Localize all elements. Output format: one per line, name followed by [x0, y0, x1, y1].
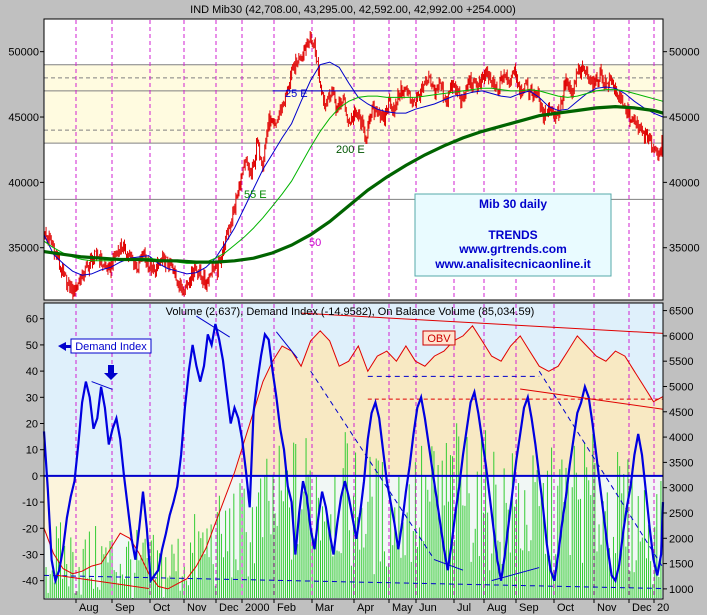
label-fifty: 50: [309, 237, 321, 249]
label-ema-200: 200 E: [336, 144, 365, 156]
demand-index-line: [42, 323, 665, 585]
obv-tick-label: 2500: [669, 508, 693, 520]
price-tick-label-right: 50000: [669, 47, 700, 59]
demand-trendline-3: [310, 370, 435, 560]
demand-trendline-4: [434, 559, 464, 571]
month-tick-label: 20: [657, 602, 669, 614]
ema-line-1: [43, 87, 664, 264]
ema-line-2: [43, 104, 664, 264]
price-panel-layer: 35000 35000 40000 40000 45000 45000 50000 50000: [8, 18, 700, 301]
obv-tick-label: 4000: [669, 432, 693, 444]
ema-line-0: [43, 61, 664, 276]
obv-legend: OBV: [422, 330, 456, 346]
demand-tick-label: 0: [32, 471, 38, 483]
indicator-panel-border: [43, 302, 664, 600]
demand-tick-label: 30: [26, 392, 38, 404]
month-tick-label: May: [392, 602, 413, 614]
demand-tick-label: 10: [26, 445, 38, 457]
indicator-chart-title: Volume (2,637), Demand Index (-14.9582),…: [166, 306, 535, 318]
annotation-box-frame: [414, 193, 612, 277]
demand-tick-label: 50: [26, 340, 38, 352]
demand-trendline-2: [275, 331, 298, 359]
price-tick-label-right: 45000: [669, 112, 700, 124]
month-tick-label: Dec: [632, 602, 652, 614]
month-tick-label: Oct: [557, 602, 574, 614]
arrow-down-icon: [104, 365, 118, 380]
demand-index-legend-frame: [70, 338, 152, 354]
month-tick-label: Sep: [115, 602, 135, 614]
demand-tick-label: -10: [22, 497, 38, 509]
demand-tick-label: -30: [22, 549, 38, 561]
obv-tick-label: 1500: [669, 559, 693, 571]
month-tick-label: Feb: [277, 602, 296, 614]
annotation-line-analisi: www.analisitecnicaonline.it: [434, 257, 591, 271]
month-tick-label: Aug: [487, 602, 507, 614]
demand-tick-label: 60: [26, 314, 38, 326]
obv-trendline-1: [520, 388, 664, 410]
price-tick-label-left: 50000: [8, 47, 39, 59]
obv-tick-label: 5500: [669, 356, 693, 368]
arrow-left-icon: [58, 342, 72, 351]
month-tick-label: Jun: [419, 602, 437, 614]
demand-index-legend-text: Demand Index: [75, 341, 147, 353]
demand-index-legend: Demand Index: [58, 338, 152, 354]
demand-tick-label: 20: [26, 418, 38, 430]
demand-trendline-1: [196, 315, 230, 338]
demand-trendline-7: [538, 370, 664, 568]
obv-legend-frame: [422, 330, 456, 346]
price-tick-label-left: 40000: [8, 177, 39, 189]
demand-tick-label: 40: [26, 366, 38, 378]
obv-tick-label: 1000: [669, 584, 693, 596]
demand-trendline-9: [57, 574, 149, 590]
month-tick-label: Dec: [219, 602, 239, 614]
month-tick-label: Mar: [315, 602, 334, 614]
month-tick-label: Nov: [597, 602, 617, 614]
label-ema-25: 25 E: [285, 88, 308, 100]
price-chart-title: IND Mib30 (42,708.00, 43,295.00, 42,592.…: [190, 4, 516, 16]
obv-tick-label: 6500: [669, 306, 693, 318]
price-tick-label-left: 45000: [8, 112, 39, 124]
obv-tick-label: 5000: [669, 381, 693, 393]
demand-tick-label: -40: [22, 576, 38, 588]
obv-trendline-0: [301, 312, 664, 334]
annotation-box: Mib 30 daily TRENDS www.grtrends.com www…: [414, 193, 612, 277]
obv-line: [43, 324, 664, 590]
annotation-title: Mib 30 daily: [479, 197, 547, 211]
obv-tick-label: 3000: [669, 483, 693, 495]
obv-tick-label: 3500: [669, 457, 693, 469]
price-tick-label-right: 40000: [669, 177, 700, 189]
indicator-panel-layer: -40 -30 -20 -10 0 10 20 30 40 50 60 1000 1500 2000 250…: [22, 302, 693, 614]
demand-trendline-0: [91, 381, 113, 390]
price-tick-label-left: 35000: [8, 243, 39, 255]
obv-legend-text: OBV: [427, 333, 451, 345]
obv-tick-label: 4500: [669, 407, 693, 419]
obv-tick-label: 2000: [669, 533, 693, 545]
label-ema-55: 55 E: [244, 189, 267, 201]
annotation-line-grtrends: www.grtrends.com: [458, 242, 567, 256]
obv-tick-label: 6000: [669, 331, 693, 343]
price-panel-border: [43, 18, 664, 301]
demand-tick-label: -20: [22, 523, 38, 535]
month-tick-label: Apr: [357, 602, 374, 614]
month-tick-label: Sep: [519, 602, 539, 614]
month-tick-label: Jul: [457, 602, 471, 614]
month-tick-label: Oct: [153, 602, 170, 614]
demand-trendline-8: [43, 574, 664, 590]
demand-trendline-5: [491, 567, 540, 582]
month-tick-label: Nov: [187, 602, 207, 614]
month-tick-label: Aug: [79, 602, 99, 614]
price-tick-label-right: 35000: [669, 243, 700, 255]
annotation-line-trends: TRENDS: [488, 228, 537, 242]
month-tick-label: 2000: [245, 602, 269, 614]
